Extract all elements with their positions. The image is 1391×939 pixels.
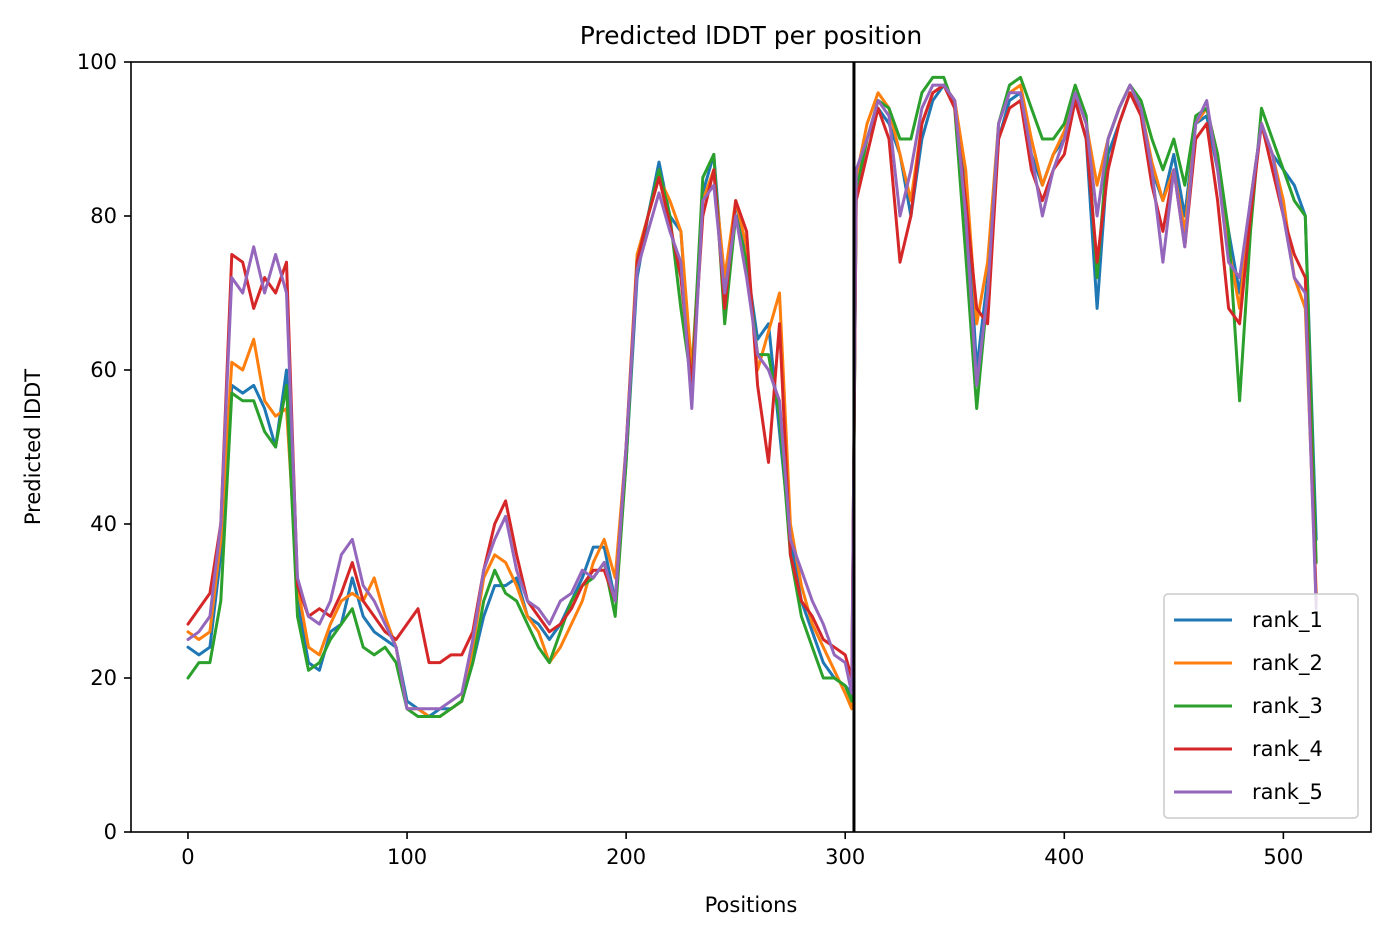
legend-box: [1163, 593, 1359, 819]
legend-label-rank-5: rank_5: [1252, 780, 1323, 805]
x-axis-title: Positions: [705, 893, 798, 917]
legend-label-rank-2: rank_2: [1252, 651, 1323, 676]
legend-label-rank-3: rank_3: [1252, 694, 1323, 719]
x-tick-label: 0: [181, 845, 194, 869]
y-axis: 0 20 40 60 80 100: [77, 50, 131, 844]
series-line-rank-4: [186, 83, 1318, 680]
x-tick-label: 400: [1044, 845, 1084, 869]
y-tick-label: 20: [90, 666, 117, 690]
chart-title: Predicted lDDT per position: [580, 21, 922, 50]
x-tick-label: 100: [387, 845, 427, 869]
y-tick-label: 0: [104, 820, 117, 844]
legend: rank_1 rank_2 rank_3 rank_4 rank_5: [1163, 593, 1359, 819]
plot-area: [130, 61, 1372, 833]
y-tick-label: 40: [90, 512, 117, 536]
x-tick-label: 300: [825, 845, 865, 869]
plot-frame: [130, 61, 1372, 833]
legend-label-rank-1: rank_1: [1252, 608, 1323, 633]
x-axis: 0 100 200 300 400 500: [181, 832, 1303, 869]
x-tick-label: 500: [1263, 845, 1303, 869]
y-axis-title: Predicted lDDT: [21, 369, 45, 525]
y-tick-label: 60: [90, 358, 117, 382]
legend-label-rank-4: rank_4: [1252, 737, 1323, 762]
y-tick-label: 100: [77, 50, 117, 74]
series-layer: [186, 75, 1318, 718]
x-tick-label: 200: [606, 845, 646, 869]
series-line-rank-5: [186, 83, 1318, 711]
y-tick-label: 80: [90, 204, 117, 228]
